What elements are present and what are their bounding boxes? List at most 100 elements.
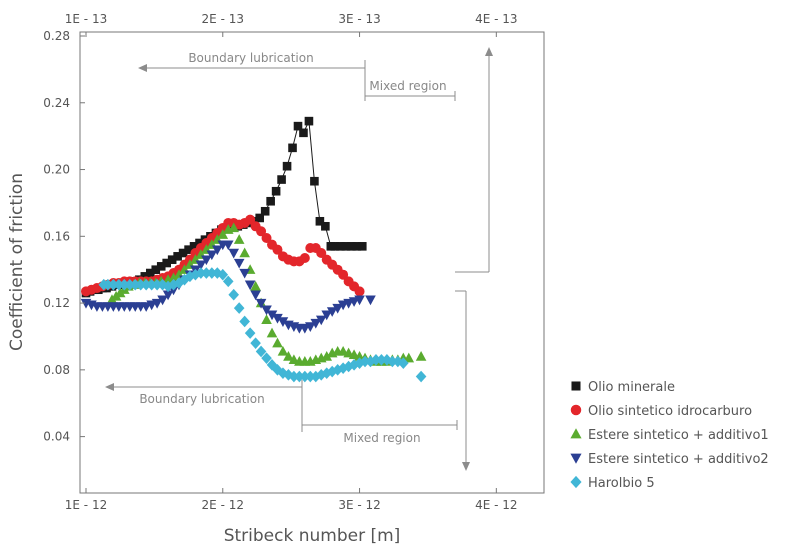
data-point	[195, 260, 207, 271]
y-tick-label: 0.04	[43, 430, 70, 444]
data-point	[288, 143, 297, 153]
x-tick-label-bottom: 2E - 12	[202, 498, 244, 512]
data-point	[222, 240, 234, 251]
tick-layer: 0.04 0.08 0.12 0.16 0.20 0.24 0.28 1E - 12 2E - …	[43, 12, 517, 512]
y-tick-label: 0.12	[43, 296, 70, 310]
data-point	[330, 242, 340, 251]
data-point	[272, 337, 283, 348]
data-point	[310, 318, 322, 329]
data-point	[277, 175, 286, 184]
arrow-head-olio-minerale	[485, 47, 493, 56]
data-point	[299, 253, 310, 264]
data-point	[239, 268, 250, 279]
data-point	[354, 286, 365, 297]
data-point	[266, 196, 275, 206]
data-point	[135, 278, 147, 291]
data-point	[354, 295, 365, 306]
data-point	[299, 128, 308, 138]
data-point	[212, 267, 223, 279]
data-point	[357, 242, 367, 251]
data-point	[206, 267, 218, 279]
data-point	[277, 345, 289, 356]
data-point	[157, 295, 168, 306]
data-point	[299, 370, 311, 383]
legend-label: Estere sintetico + additivo2	[588, 452, 769, 467]
data-point	[233, 302, 245, 314]
x-axis-title: Stribeck number [m]	[224, 526, 401, 546]
data-point	[217, 268, 229, 281]
data-point	[277, 367, 289, 379]
x-tick-label-top: 3E - 13	[338, 12, 380, 26]
data-point	[294, 370, 305, 383]
data-point	[277, 317, 289, 327]
x-tick-label-bottom: 3E - 12	[338, 498, 380, 512]
data-point	[282, 161, 292, 171]
data-point	[261, 232, 272, 243]
data-point	[201, 267, 212, 279]
x-tick-label-top: 2E - 13	[202, 12, 244, 26]
data-point	[365, 295, 376, 306]
data-point	[341, 242, 351, 251]
data-point	[266, 310, 278, 321]
x-tick-label-top: 4E - 13	[475, 12, 517, 26]
series-0	[81, 116, 367, 298]
data-point	[157, 278, 168, 291]
legend-marker	[571, 381, 581, 391]
data-point	[272, 244, 283, 255]
y-axis-title: Coefficient of friction	[7, 173, 27, 351]
data-point	[162, 258, 171, 268]
data-point	[140, 272, 150, 281]
series-3	[80, 240, 376, 334]
data-point	[118, 278, 130, 291]
data-point	[108, 278, 119, 291]
data-point	[266, 327, 278, 338]
data-point	[387, 355, 398, 368]
data-point	[392, 355, 404, 368]
data-point	[184, 245, 193, 254]
legend-label: Olio minerale	[588, 380, 675, 395]
y-tick-label: 0.16	[43, 229, 70, 243]
data-point	[245, 214, 256, 225]
data-point	[348, 359, 360, 371]
y-tick-label: 0.08	[43, 363, 70, 377]
data-point	[222, 275, 234, 288]
data-point	[113, 278, 125, 291]
data-point	[338, 269, 349, 280]
data-point	[102, 278, 114, 291]
data-point	[250, 280, 261, 291]
legend-label: Olio sintetico idrocarburo	[588, 404, 752, 419]
data-point	[272, 313, 283, 324]
annotation-boundary-bottom: Boundary lubrication	[139, 392, 264, 406]
data-point	[260, 206, 270, 216]
data-point	[326, 365, 338, 378]
data-point	[376, 354, 387, 366]
data-point	[261, 352, 272, 364]
data-point	[283, 350, 294, 361]
data-point	[151, 265, 161, 274]
data-point	[244, 280, 256, 291]
data-point	[293, 121, 303, 131]
legend-marker	[570, 404, 582, 416]
data-point	[233, 258, 245, 269]
series-2	[106, 222, 427, 366]
data-point	[255, 213, 265, 223]
data-point	[217, 229, 229, 239]
data-point	[271, 186, 281, 196]
data-point	[398, 357, 409, 369]
data-point	[173, 277, 185, 289]
data-point	[347, 242, 356, 251]
data-point	[316, 248, 327, 258]
legend-marker	[570, 453, 582, 464]
data-point	[206, 250, 218, 261]
data-point	[162, 290, 174, 301]
data-point	[305, 370, 316, 383]
data-point	[315, 216, 325, 226]
data-point	[352, 242, 362, 251]
data-point	[156, 262, 166, 271]
data-point	[336, 242, 345, 251]
data-point	[239, 247, 250, 258]
data-point	[332, 364, 343, 376]
data-point	[255, 298, 267, 309]
legend-marker	[570, 475, 582, 489]
data-layer	[80, 116, 427, 383]
